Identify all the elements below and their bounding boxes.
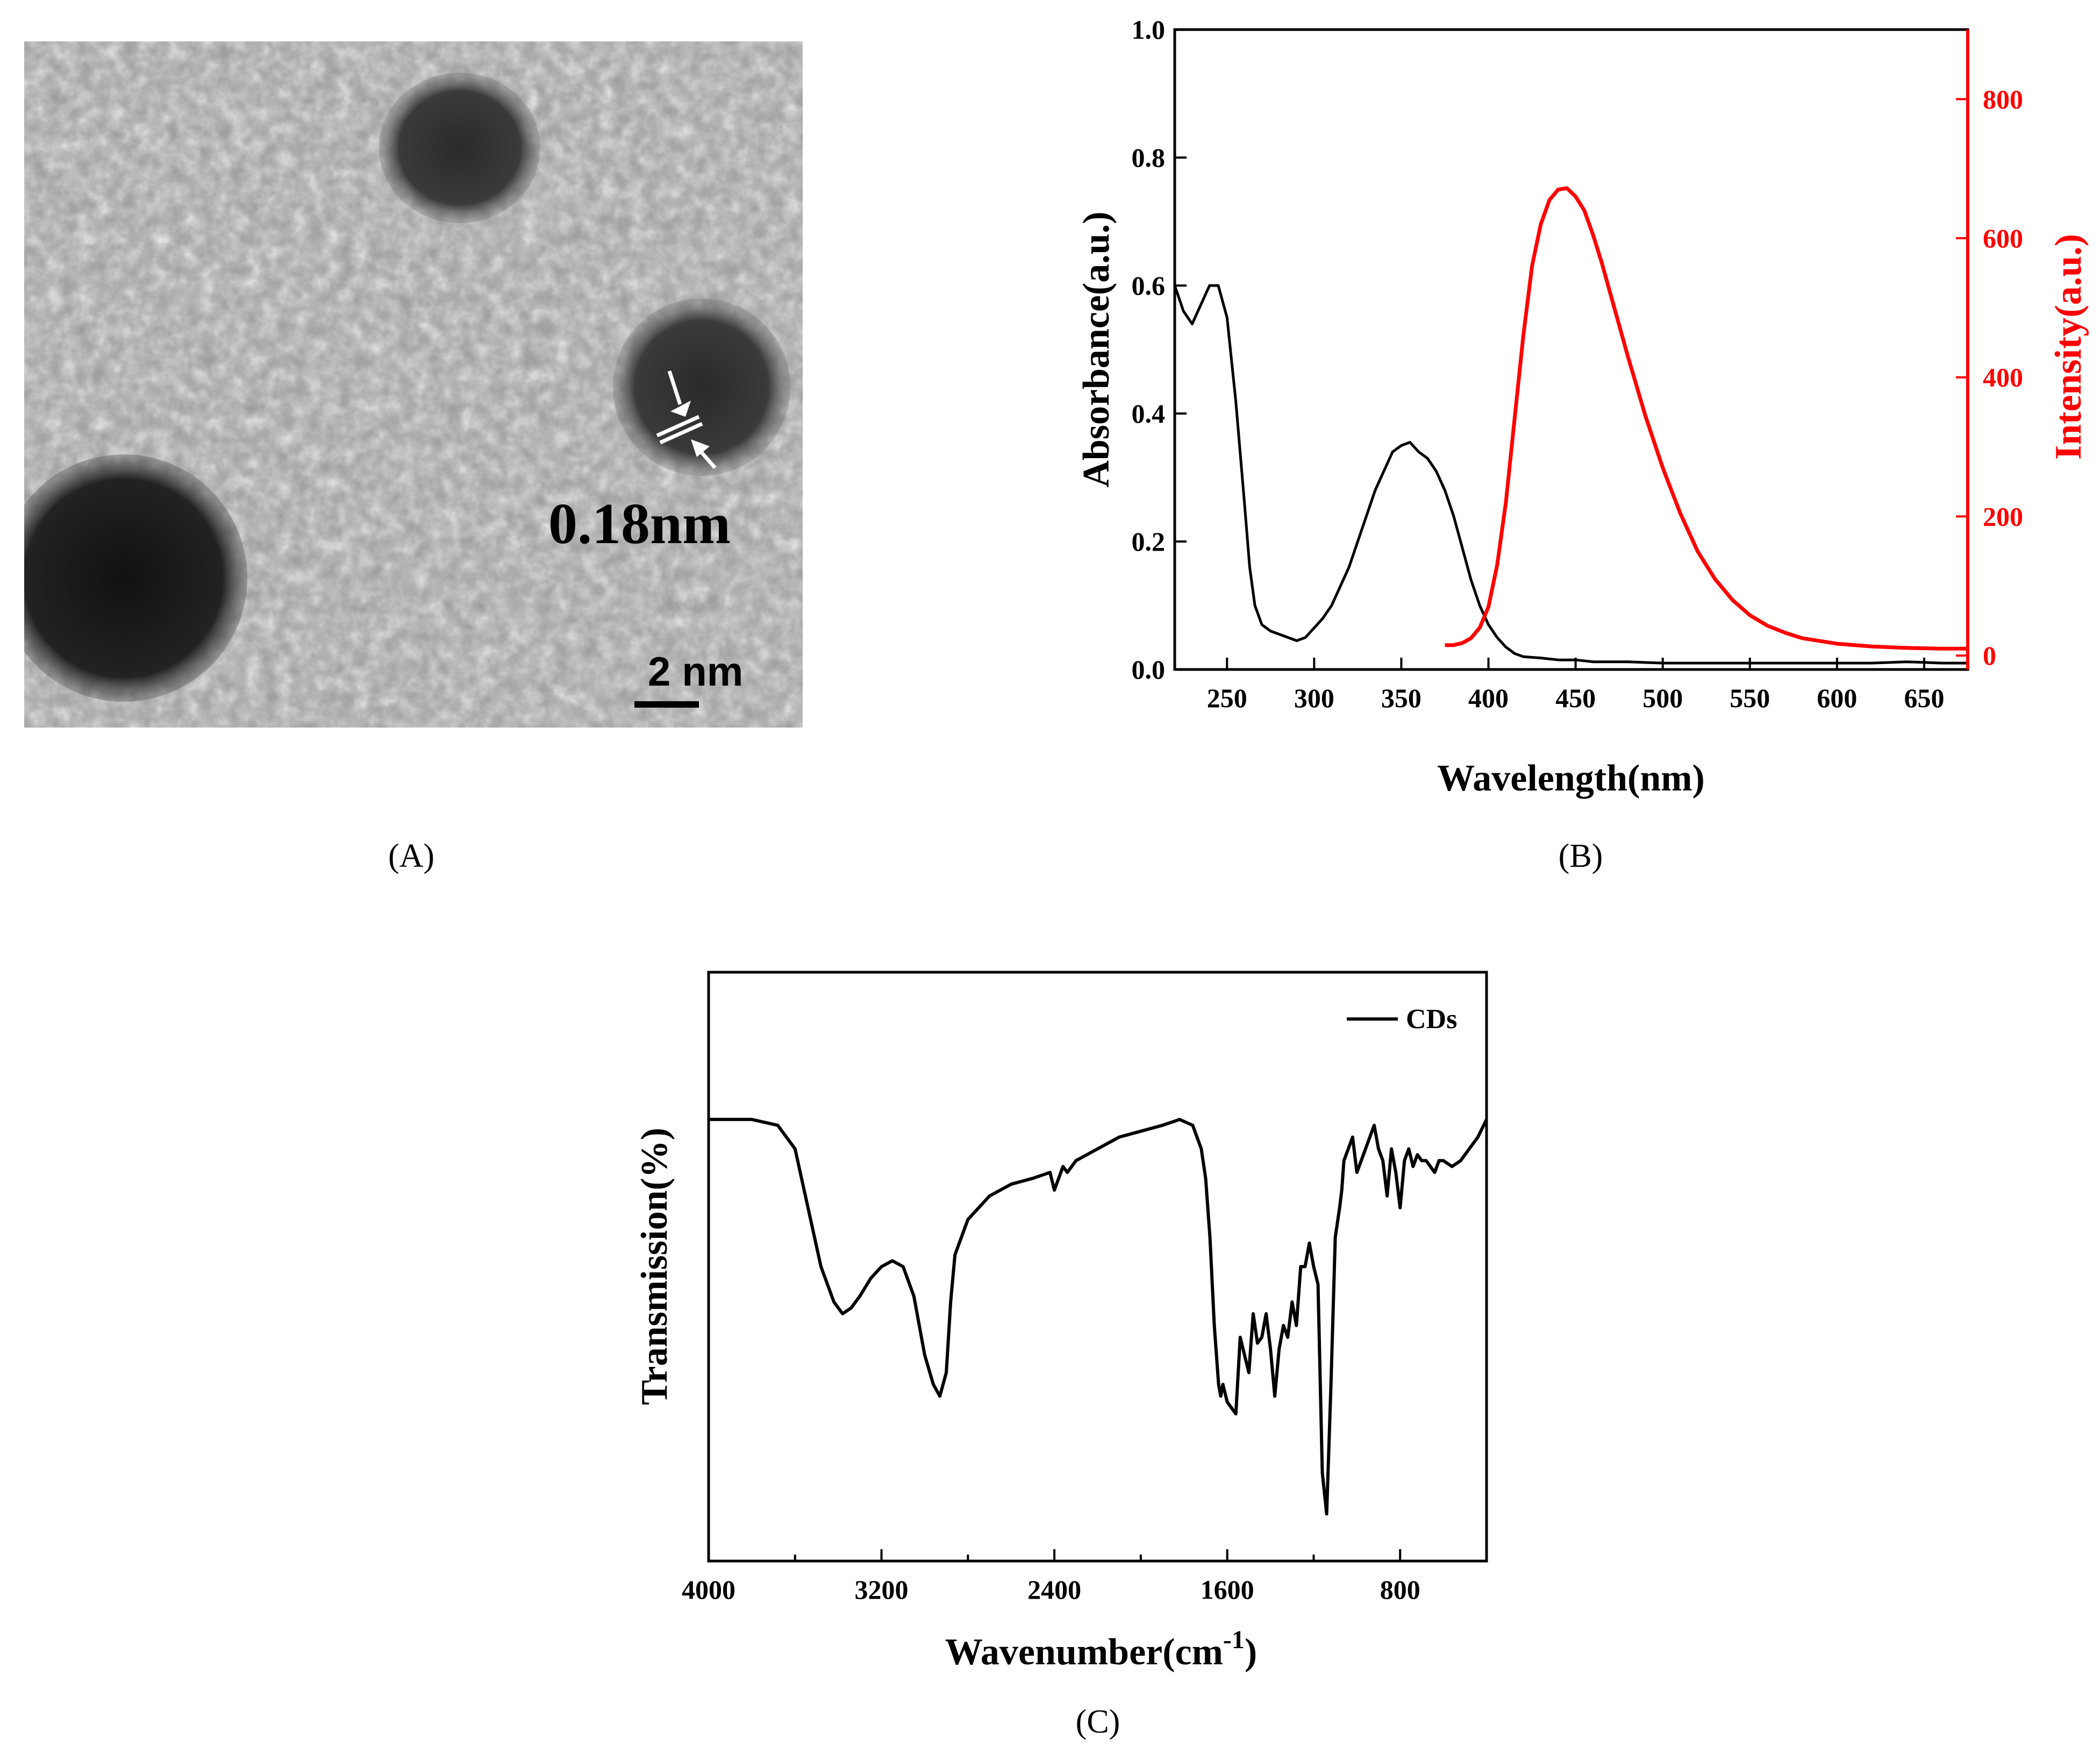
x-tick-label: 4000 [682,1574,735,1605]
panel-label-b: (B) [1559,838,1603,874]
chart-c-series [709,1117,1488,1516]
chart-b-series [1173,186,1968,665]
y-left-tick-label: 0.2 [1132,526,1166,557]
x-tick-label: 3200 [855,1574,909,1605]
nanoparticle [613,298,790,476]
chart-c: 4000 3200 2400 1600 800 CDs Wavenumber(cm-1)… [634,971,1488,1673]
x-tick-label: 350 [1381,683,1422,713]
chart-b-left-axis-title: Absorbance(a.u.) [1076,211,1117,487]
tem-image-panel: 0.18nm 2 nm [24,41,803,728]
scale-bar-label: 2 nm [648,649,743,695]
absorbance-line [1173,284,1968,665]
chart-c-x-axis-title-main: Wavenumber(cm [945,1631,1223,1673]
chart-b-x-axis-title: Wavelength(nm) [1437,758,1705,799]
panel-label-a: (A) [388,838,434,874]
y-right-tick-label: 600 [1983,223,2023,253]
chart-b-ticks: 250 300 350 400 450 500 550 600 650 0.0 0.2 0.4 0.6 0… [1132,15,2024,713]
x-tick-label: 400 [1468,683,1509,713]
chart-c-x-axis-title-close: ) [1245,1631,1257,1673]
y-right-tick-label: 800 [1983,84,2023,114]
chart-b: 250 300 350 400 450 500 550 600 650 0.0 0.2 0.4 0.6 0… [1076,15,2089,799]
legend-label: CDs [1406,1004,1457,1035]
y-left-tick-label: 0.4 [1132,398,1166,429]
chart-c-plot-frame [707,971,1488,1563]
lattice-spacing-label: 0.18nm [548,492,731,556]
x-tick-label: 1600 [1201,1574,1254,1605]
chart-c-x-axis-title-sup: -1 [1223,1626,1245,1654]
y-left-tick-label: 0.6 [1132,270,1166,301]
chart-c-x-axis-title: Wavenumber(cm-1) [945,1626,1257,1673]
x-tick-label: 250 [1207,683,1247,713]
x-tick-label: 650 [1904,683,1944,713]
chart-c-ticks: 4000 3200 2400 1600 800 [682,1549,1488,1605]
y-right-tick-label: 0 [1983,640,1996,671]
intensity-line [1445,186,1968,651]
chart-b-right-axis-title: Intensity(a.u.) [2048,234,2089,460]
ftir-line-cds [709,1117,1488,1516]
chart-c-y-axis-title: Transmission(%) [634,1128,675,1405]
lattice-spacing-marker [656,370,717,469]
x-tick-label: 550 [1730,683,1770,713]
nanoparticle [24,454,247,702]
y-left-tick-label: 0.8 [1132,142,1166,173]
y-right-tick-label: 400 [1983,362,2023,393]
chart-c-legend: CDs [1347,1004,1457,1035]
x-tick-label: 2400 [1027,1574,1081,1605]
x-tick-label: 500 [1642,683,1683,713]
chart-b-plot-frame [1173,28,1969,671]
y-right-tick-label: 200 [1983,501,2023,531]
y-left-tick-label: 1.0 [1132,15,1166,45]
x-tick-label: 800 [1380,1574,1420,1605]
x-tick-label: 450 [1555,683,1596,713]
y-left-tick-label: 0.0 [1132,654,1166,685]
nanoparticle [379,73,540,223]
x-tick-label: 600 [1817,683,1857,713]
x-tick-label: 300 [1294,683,1334,713]
panel-label-c: (C) [1076,1704,1120,1740]
